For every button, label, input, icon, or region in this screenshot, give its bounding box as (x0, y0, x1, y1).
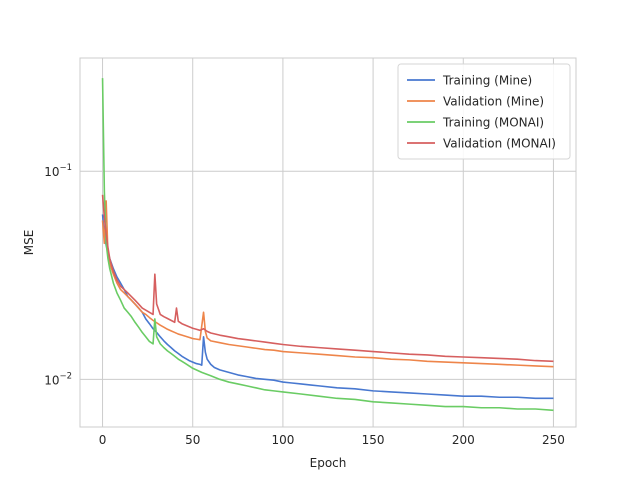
x-tick-label: 150 (362, 433, 385, 447)
legend-label: Training (MONAI) (442, 116, 544, 130)
legend-label: Training (Mine) (442, 74, 532, 88)
legend-label: Validation (Mine) (443, 95, 544, 109)
series-layer (101, 78, 554, 412)
plot-frame (79, 57, 577, 428)
x-tick-label: 50 (185, 433, 200, 447)
series-line-3 (101, 78, 554, 412)
x-tick-label: 250 (542, 433, 565, 447)
y-axis-label: MSE (22, 230, 36, 256)
x-axis-label: Epoch (310, 456, 347, 470)
legend-box (397, 63, 571, 160)
x-tick-label: 200 (452, 433, 475, 447)
legend-label: Validation (MONAI) (443, 137, 556, 151)
series-line-2 (101, 200, 554, 368)
y-axis-ticks: 10−2 10−1 (44, 163, 72, 387)
x-tick-label: 0 (99, 433, 107, 447)
legend: Training (Mine) Validation (Mine) Training… (397, 63, 571, 160)
y-tick-label: 10−2 (44, 371, 72, 387)
series-line-4 (101, 194, 554, 363)
y-tick-label: 10−1 (44, 163, 72, 179)
x-tick-label: 100 (271, 433, 294, 447)
x-axis-ticks: 0 50 100 150 200 250 (99, 433, 565, 447)
axes-frame (79, 57, 577, 428)
